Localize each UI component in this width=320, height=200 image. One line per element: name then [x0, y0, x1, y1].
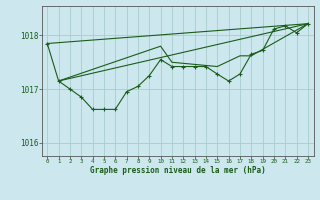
X-axis label: Graphe pression niveau de la mer (hPa): Graphe pression niveau de la mer (hPa) — [90, 166, 266, 175]
